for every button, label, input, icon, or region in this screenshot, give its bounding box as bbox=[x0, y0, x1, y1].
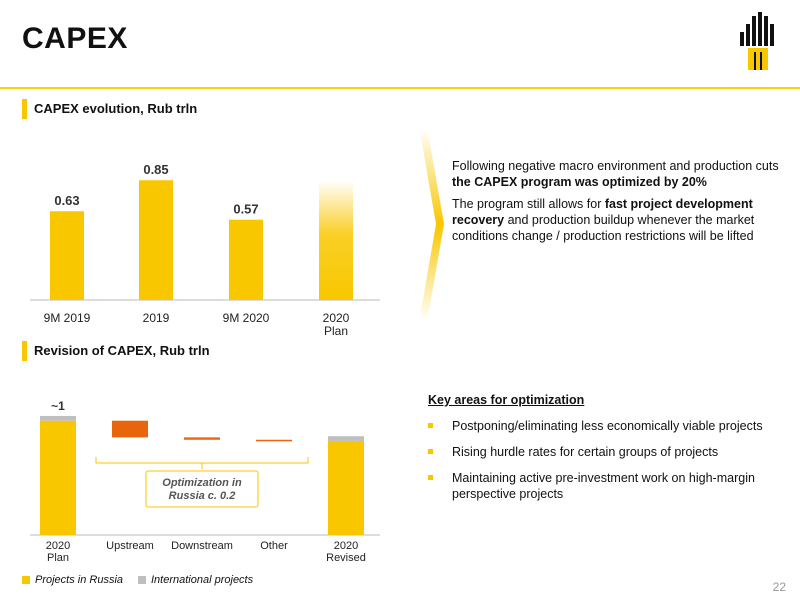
summary-text: Following negative macro environment and… bbox=[452, 158, 782, 250]
legend-swatch bbox=[138, 576, 146, 584]
bar-international bbox=[40, 415, 76, 421]
section-marker bbox=[22, 99, 27, 119]
capex-evolution-chart: 0.63 9M 2019 0.85 2019 0.57 9M 2020 2020 Plan bbox=[30, 162, 380, 338]
bar bbox=[229, 219, 263, 300]
bar-international bbox=[328, 436, 364, 441]
key-area-text: Rising hurdle rates for certain groups o… bbox=[452, 445, 719, 459]
bar-decrease bbox=[256, 439, 292, 442]
section-title: Revision of CAPEX, Rub trln bbox=[34, 343, 210, 358]
data-label: 0.63 bbox=[54, 193, 79, 208]
tick-label: 2020 Plan bbox=[46, 540, 70, 564]
bar bbox=[139, 180, 173, 300]
legend-label: Projects in Russia bbox=[35, 574, 124, 586]
summary-text-part: and production buildup whenever the mark… bbox=[452, 213, 755, 243]
key-areas-block: Key areas for optimization Postponing/el… bbox=[428, 392, 768, 512]
bar-decrease bbox=[112, 420, 148, 438]
key-area-item: Postponing/eliminating less economically… bbox=[428, 418, 768, 434]
page-number: 22 bbox=[772, 580, 786, 594]
capex-revision-chart: ~1 2020 Plan Upstream Downstream Other 2020 Rev… bbox=[30, 399, 380, 564]
key-area-item: Maintaining active pre-investment work o… bbox=[428, 470, 768, 502]
page-title: CAPEX bbox=[22, 22, 128, 55]
section-title: CAPEX evolution, Rub trln bbox=[34, 101, 198, 116]
bar bbox=[50, 211, 84, 300]
tick-label: 9M 2019 bbox=[44, 311, 91, 325]
bullet-square-icon bbox=[428, 475, 433, 480]
key-area-text: Maintaining active pre-investment work o… bbox=[452, 471, 755, 501]
tick-label: 2020 Plan bbox=[323, 311, 350, 338]
annotation-box bbox=[145, 470, 259, 508]
tick-label: Other bbox=[260, 540, 288, 552]
company-logo-icon bbox=[740, 12, 774, 70]
summary-paragraph-1: Following negative macro environment and… bbox=[452, 158, 782, 190]
bullet-square-icon bbox=[428, 449, 433, 454]
tick-label: Upstream bbox=[106, 540, 154, 552]
summary-text-part: Following negative macro environment and… bbox=[452, 159, 779, 173]
chevron-arrow-icon bbox=[420, 132, 444, 317]
tick-label: Downstream bbox=[171, 540, 233, 552]
legend-item-international: International projects bbox=[138, 574, 253, 586]
summary-paragraph-2: The program still allows for fast projec… bbox=[452, 196, 782, 244]
tick-label: 2020 Revised bbox=[326, 540, 366, 564]
data-label: 0.85 bbox=[143, 162, 168, 177]
section-marker bbox=[22, 341, 27, 361]
bullet-square-icon bbox=[428, 423, 433, 428]
bar-plan bbox=[319, 180, 353, 300]
key-areas-title: Key areas for optimization bbox=[428, 393, 585, 407]
legend-item-russia: Projects in Russia bbox=[22, 574, 123, 586]
data-label: ~1 bbox=[51, 399, 65, 413]
key-area-text: Postponing/eliminating less economically… bbox=[452, 419, 763, 433]
tick-label: 2019 bbox=[143, 311, 170, 325]
data-label: 0.57 bbox=[233, 202, 258, 217]
tick-label: 9M 2020 bbox=[223, 311, 270, 325]
bar-russia bbox=[328, 440, 364, 535]
summary-text-bold: the CAPEX program was optimized by 20% bbox=[452, 175, 707, 189]
summary-text-part: The program still allows for bbox=[452, 197, 605, 211]
title-divider bbox=[0, 87, 800, 89]
annotation-text: Optimization in Russia c. 0.2 bbox=[162, 477, 242, 502]
summary-text-bold: fast project development recovery bbox=[452, 197, 753, 227]
bar-decrease bbox=[184, 437, 220, 440]
bar-russia bbox=[40, 420, 76, 535]
key-area-item: Rising hurdle rates for certain groups o… bbox=[428, 444, 768, 460]
legend-label: International projects bbox=[151, 574, 254, 586]
optimization-bracket bbox=[95, 457, 309, 464]
legend-swatch bbox=[22, 576, 30, 584]
